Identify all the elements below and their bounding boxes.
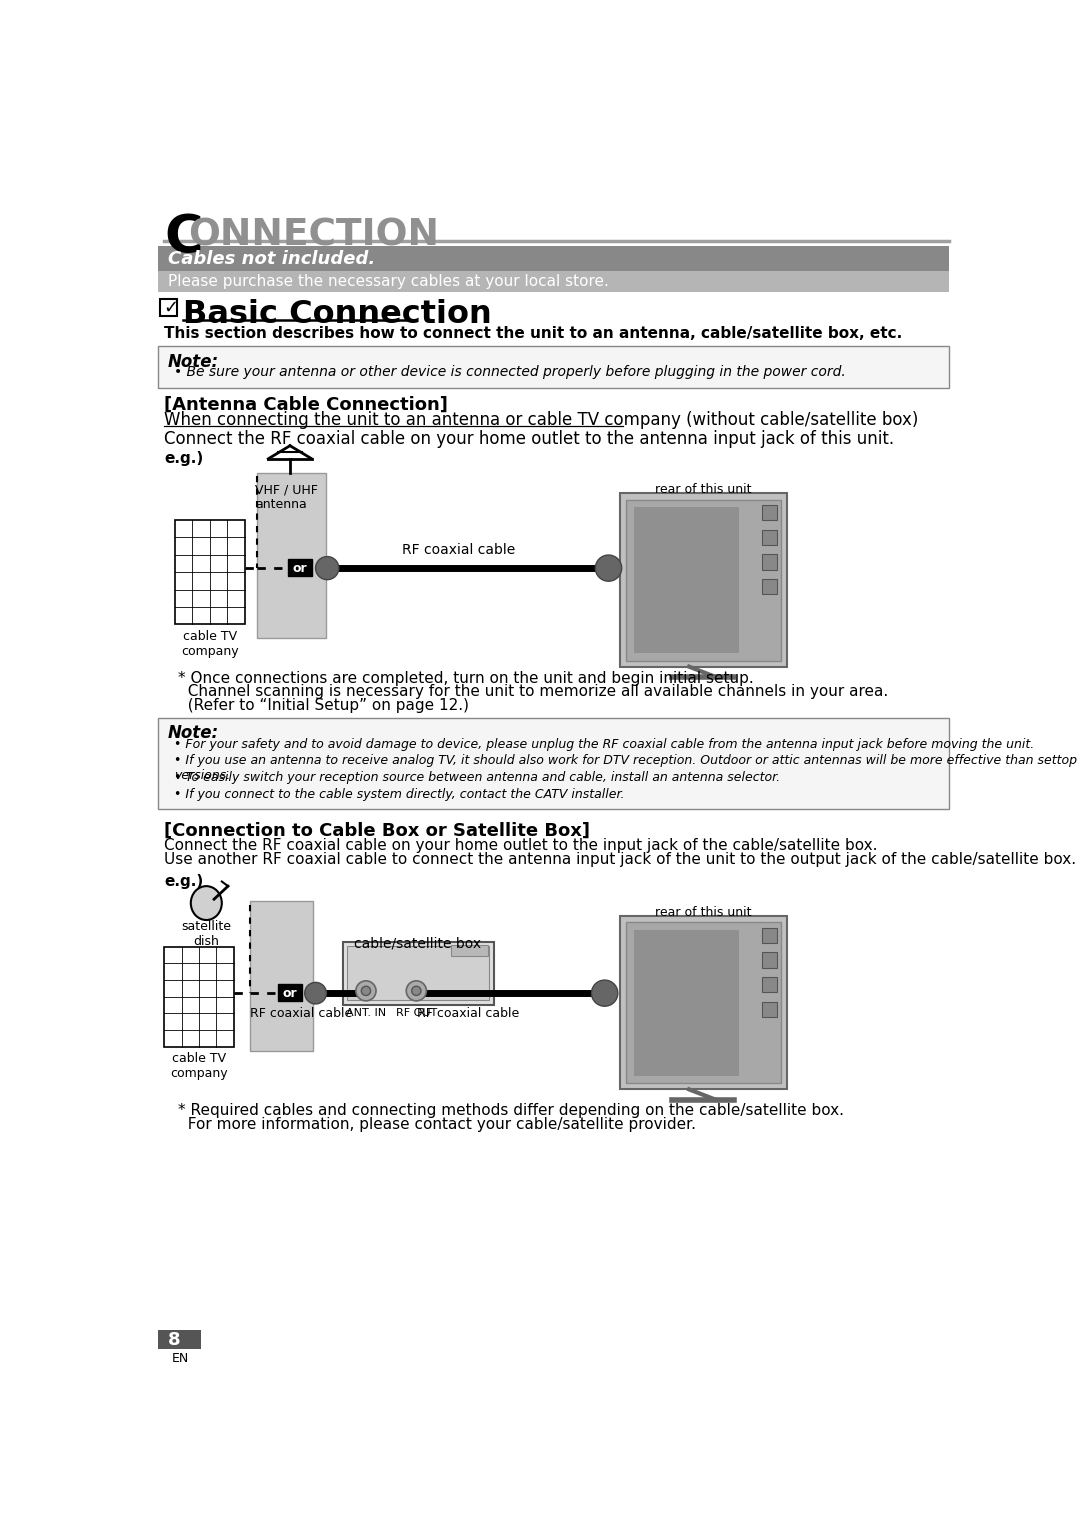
Bar: [762, 928, 778, 943]
Text: • If you connect to the cable system directly, contact the CATV installer.: • If you connect to the cable system dir…: [174, 789, 624, 801]
Text: Use another RF coaxial cable to connect the antenna input jack of the unit to th: Use another RF coaxial cable to connect …: [164, 852, 1077, 867]
Bar: [762, 505, 778, 520]
Ellipse shape: [191, 887, 221, 920]
Bar: [159, 246, 948, 272]
Text: Note:: Note:: [167, 723, 218, 742]
Text: RF coaxial cable: RF coaxial cable: [251, 1007, 353, 1019]
Bar: [342, 942, 494, 1004]
Text: VHF / UHF
antenna: VHF / UHF antenna: [255, 484, 318, 511]
Text: e.g.): e.g.): [164, 452, 204, 465]
Circle shape: [315, 557, 339, 580]
Text: [Connection to Cable Box or Satellite Box]: [Connection to Cable Box or Satellite Bo…: [164, 821, 591, 839]
Text: RF coaxial cable: RF coaxial cable: [403, 543, 515, 557]
Circle shape: [356, 981, 376, 1001]
Bar: [762, 578, 778, 594]
Bar: [762, 530, 778, 545]
Bar: [257, 473, 326, 638]
Text: Basic Connection: Basic Connection: [183, 299, 491, 330]
Text: Note:: Note:: [167, 353, 218, 371]
Bar: [451, 946, 488, 957]
Bar: [279, 984, 301, 1001]
Text: For more information, please contact your cable/satellite provider.: For more information, please contact you…: [177, 1117, 696, 1132]
Text: ✓: ✓: [163, 298, 178, 316]
Text: * Required cables and connecting methods differ depending on the cable/satellite: * Required cables and connecting methods…: [177, 1103, 843, 1119]
Bar: [159, 346, 948, 388]
Text: Cables not included.: Cables not included.: [167, 250, 375, 267]
Text: RF coaxial cable: RF coaxial cable: [417, 1007, 519, 1019]
Text: [Antenna Cable Connection]: [Antenna Cable Connection]: [164, 395, 448, 414]
Bar: [159, 1331, 201, 1349]
Text: * Once connections are completed, turn on the unit and begin initial setup.: * Once connections are completed, turn o…: [177, 670, 754, 685]
Bar: [762, 1001, 778, 1016]
Bar: [164, 948, 234, 1047]
Bar: [626, 499, 781, 661]
Text: e.g.): e.g.): [164, 874, 204, 888]
Text: cable TV
company: cable TV company: [181, 630, 239, 658]
Text: Please purchase the necessary cables at your local store.: Please purchase the necessary cables at …: [167, 275, 608, 290]
Bar: [348, 946, 489, 1000]
Text: rear of this unit: rear of this unit: [654, 906, 752, 919]
Bar: [159, 719, 948, 809]
Circle shape: [362, 986, 370, 995]
Text: • Be sure your antenna or other device is connected properly before plugging in : • Be sure your antenna or other device i…: [174, 365, 846, 378]
Bar: [634, 507, 739, 653]
Bar: [159, 272, 948, 293]
Bar: [762, 977, 778, 992]
Bar: [249, 900, 313, 1051]
Text: RF OUT: RF OUT: [395, 1007, 437, 1018]
Text: • To easily switch your reception source between antenna and cable, install an a: • To easily switch your reception source…: [174, 772, 780, 784]
Bar: [620, 493, 786, 667]
Text: ONNECTION: ONNECTION: [188, 217, 438, 253]
Bar: [620, 916, 786, 1090]
Text: When connecting the unit to an antenna or cable TV company (without cable/satell: When connecting the unit to an antenna o…: [164, 410, 919, 429]
Bar: [175, 520, 245, 624]
Text: rear of this unit: rear of this unit: [654, 484, 752, 496]
Text: 8: 8: [167, 1331, 180, 1349]
Text: Connect the RF coaxial cable on your home outlet to the input jack of the cable/: Connect the RF coaxial cable on your hom…: [164, 838, 878, 853]
Text: • For your safety and to avoid damage to device, please unplug the RF coaxial ca: • For your safety and to avoid damage to…: [174, 737, 1034, 751]
Text: C: C: [164, 212, 203, 264]
Bar: [762, 554, 778, 569]
Circle shape: [406, 981, 427, 1001]
Text: EN: EN: [172, 1352, 189, 1364]
Text: (Refer to “Initial Setup” on page 12.): (Refer to “Initial Setup” on page 12.): [177, 699, 469, 713]
Bar: [626, 922, 781, 1083]
Text: or: or: [283, 987, 297, 1000]
Circle shape: [592, 980, 618, 1006]
Bar: [634, 929, 739, 1076]
Text: Connect the RF coaxial cable on your home outlet to the antenna input jack of th: Connect the RF coaxial cable on your hom…: [164, 429, 894, 447]
Text: cable TV
company: cable TV company: [171, 1053, 228, 1080]
Text: satellite
dish: satellite dish: [181, 920, 231, 948]
Text: This section describes how to connect the unit to an antenna, cable/satellite bo: This section describes how to connect th…: [164, 327, 903, 342]
Bar: [762, 952, 778, 967]
Circle shape: [305, 983, 326, 1004]
Text: • If you use an antenna to receive analog TV, it should also work for DTV recept: • If you use an antenna to receive analo…: [174, 754, 1077, 783]
Text: or: or: [293, 562, 308, 575]
Circle shape: [411, 986, 421, 995]
Circle shape: [595, 555, 622, 581]
Bar: [160, 299, 177, 316]
Text: Channel scanning is necessary for the unit to memorize all available channels in: Channel scanning is necessary for the un…: [177, 684, 888, 699]
Text: ANT. IN: ANT. IN: [346, 1007, 386, 1018]
Bar: [288, 559, 312, 575]
Text: cable/satellite box: cable/satellite box: [354, 937, 482, 951]
